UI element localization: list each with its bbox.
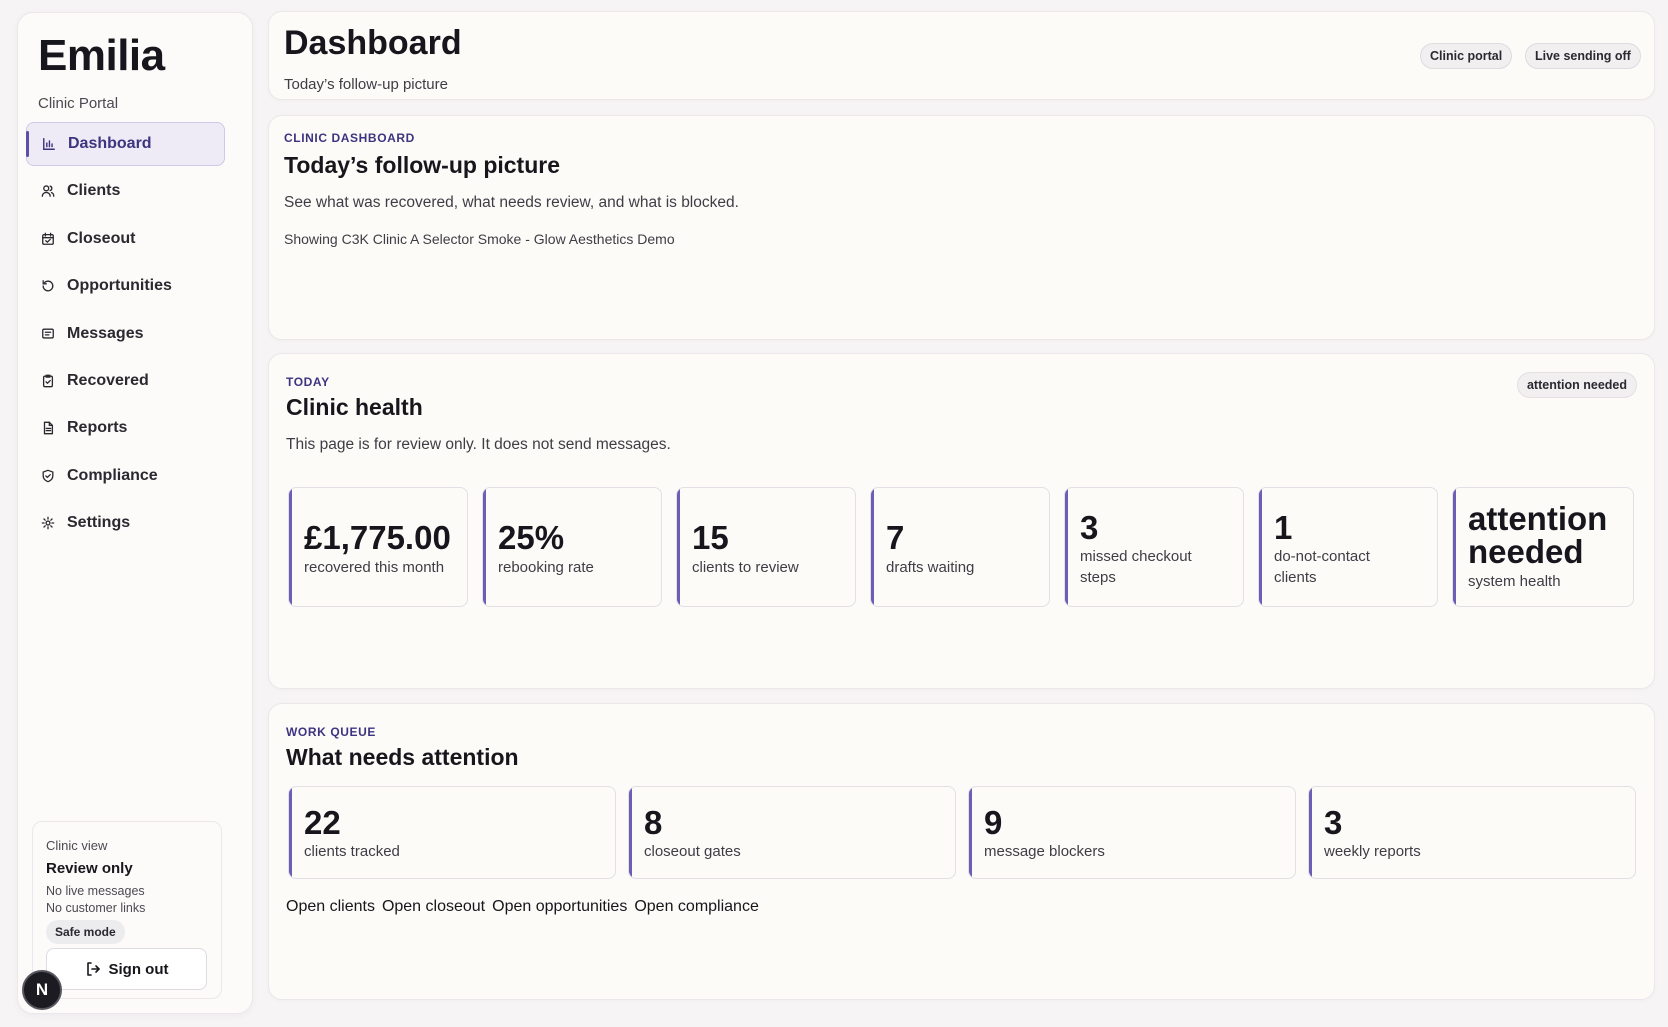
clinic-view-card: Clinic view Review only No live messages… bbox=[32, 821, 222, 999]
brand-name: Emilia bbox=[38, 31, 165, 80]
sidebar-item-dashboard[interactable]: Dashboard bbox=[26, 122, 225, 166]
users-icon bbox=[41, 184, 55, 198]
live-sending-pill: Live sending off bbox=[1525, 43, 1641, 69]
health-eyebrow: TODAY bbox=[286, 375, 330, 389]
dashboard-hero: CLINIC DASHBOARD Today’s follow-up pictu… bbox=[268, 115, 1655, 340]
open-opportunities-link[interactable]: Open opportunities bbox=[492, 898, 628, 915]
page-subtitle: Today’s follow-up picture bbox=[284, 76, 448, 93]
metric-value: 22 bbox=[304, 804, 341, 841]
sidebar-item-opportunities[interactable]: Opportunities bbox=[26, 264, 225, 308]
sidebar-item-settings[interactable]: Settings bbox=[26, 501, 225, 545]
metric-card-rebooking: 25% rebooking rate bbox=[482, 487, 662, 607]
queue-title: What needs attention bbox=[286, 744, 519, 770]
clinic-health-section: TODAY Clinic health attention needed Thi… bbox=[268, 353, 1655, 689]
metric-card-clients-tracked: 22 clients tracked bbox=[288, 786, 616, 879]
clinic-view-note: No live messages bbox=[46, 884, 145, 898]
work-queue-section: WORK QUEUE What needs attention 22 clien… bbox=[268, 703, 1655, 1000]
metric-label: clients to review bbox=[692, 559, 799, 576]
metric-label: missed checkout steps bbox=[1080, 548, 1192, 586]
metric-label: system health bbox=[1468, 573, 1561, 590]
sidebar-nav: Dashboard Clients Closeout Opportunities bbox=[26, 122, 225, 549]
brand-subtitle: Clinic Portal bbox=[38, 95, 119, 112]
metric-label: weekly reports bbox=[1324, 843, 1421, 860]
sidebar-item-label: Reports bbox=[67, 419, 128, 437]
page-header: Dashboard Today’s follow-up picture Clin… bbox=[268, 11, 1655, 100]
clipboard-check-icon bbox=[41, 374, 55, 388]
sidebar-item-label: Clients bbox=[67, 182, 121, 200]
message-icon bbox=[41, 327, 55, 341]
sidebar-item-label: Messages bbox=[67, 324, 144, 342]
sign-out-icon bbox=[86, 962, 100, 976]
sidebar: Emilia Clinic Portal Dashboard Clients C… bbox=[17, 12, 253, 1014]
clinic-view-label: Clinic view bbox=[46, 838, 108, 853]
clinic-view-note: No customer links bbox=[46, 901, 146, 915]
sidebar-item-clients[interactable]: Clients bbox=[26, 169, 225, 213]
open-clients-link[interactable]: Open clients bbox=[286, 898, 375, 915]
hero-title: Today’s follow-up picture bbox=[284, 152, 560, 178]
refresh-icon bbox=[41, 279, 55, 293]
metric-card-system-health: attention needed system health bbox=[1452, 487, 1634, 607]
sidebar-item-label: Settings bbox=[67, 514, 131, 532]
safe-mode-badge: Safe mode bbox=[46, 920, 125, 944]
metric-card-missed-checkout: 3 missed checkout steps bbox=[1064, 487, 1244, 607]
metric-card-weekly-reports: 3 weekly reports bbox=[1308, 786, 1636, 879]
sidebar-item-label: Dashboard bbox=[68, 135, 152, 152]
metric-value: 3 bbox=[1324, 804, 1343, 841]
calendar-icon bbox=[41, 232, 55, 246]
metric-card-message-blockers: 9 message blockers bbox=[968, 786, 1296, 879]
metric-label: rebooking rate bbox=[498, 559, 594, 576]
sidebar-item-messages[interactable]: Messages bbox=[26, 312, 225, 356]
health-title: Clinic health bbox=[286, 394, 423, 420]
metric-label: drafts waiting bbox=[886, 559, 975, 576]
metric-value: 7 bbox=[886, 519, 905, 556]
sidebar-item-label: Recovered bbox=[67, 371, 149, 389]
clinic-portal-pill: Clinic portal bbox=[1420, 43, 1513, 69]
sign-out-label: Sign out bbox=[108, 960, 169, 978]
queue-links: Open clients Open closeout Open opportun… bbox=[286, 898, 759, 916]
shield-icon bbox=[41, 469, 55, 483]
sidebar-item-reports[interactable]: Reports bbox=[26, 406, 225, 450]
gear-icon bbox=[41, 516, 55, 530]
hero-eyebrow: CLINIC DASHBOARD bbox=[284, 131, 415, 145]
sign-out-button[interactable]: Sign out bbox=[46, 948, 207, 990]
page-title: Dashboard bbox=[284, 24, 462, 62]
sidebar-item-label: Opportunities bbox=[67, 277, 172, 295]
sidebar-item-label: Closeout bbox=[67, 229, 136, 247]
metric-label: do-not-contact clients bbox=[1274, 548, 1370, 586]
sidebar-item-label: Compliance bbox=[67, 466, 158, 484]
metric-label: closeout gates bbox=[644, 843, 741, 860]
avatar[interactable]: N bbox=[22, 970, 62, 1010]
metric-card-closeout-gates: 8 closeout gates bbox=[628, 786, 956, 879]
open-compliance-link[interactable]: Open compliance bbox=[634, 898, 759, 915]
metric-card-recovered: £1,775.00 recovered this month bbox=[288, 487, 468, 607]
metric-value: £1,775.00 bbox=[304, 519, 451, 556]
metric-label: message blockers bbox=[984, 843, 1105, 860]
queue-eyebrow: WORK QUEUE bbox=[286, 725, 376, 739]
metric-card-drafts: 7 drafts waiting bbox=[870, 487, 1050, 607]
health-description: This page is for review only. It does no… bbox=[286, 436, 671, 453]
metric-label: clients tracked bbox=[304, 843, 400, 860]
metric-value: 15 bbox=[692, 519, 729, 556]
metric-value: 3 bbox=[1080, 509, 1099, 546]
metric-value: 25% bbox=[498, 519, 565, 556]
metric-label: recovered this month bbox=[304, 559, 445, 576]
metric-value: 1 bbox=[1274, 509, 1293, 546]
bar-chart-icon bbox=[42, 137, 56, 151]
sidebar-item-recovered[interactable]: Recovered bbox=[26, 359, 225, 403]
hero-description: See what was recovered, what needs revie… bbox=[284, 194, 739, 211]
metric-card-do-not-contact: 1 do-not-contact clients bbox=[1258, 487, 1438, 607]
metric-value: attention needed bbox=[1468, 500, 1608, 570]
metric-card-clients-review: 15 clients to review bbox=[676, 487, 856, 607]
status-badge: attention needed bbox=[1516, 372, 1637, 398]
sidebar-item-closeout[interactable]: Closeout bbox=[26, 217, 225, 261]
sidebar-item-compliance[interactable]: Compliance bbox=[26, 454, 225, 498]
metric-value: 8 bbox=[644, 804, 663, 841]
clinic-selector-text: Showing C3K Clinic A Selector Smoke - Gl… bbox=[284, 231, 675, 247]
open-closeout-link[interactable]: Open closeout bbox=[381, 898, 486, 915]
metric-value: 9 bbox=[984, 804, 1003, 841]
clinic-view-mode: Review only bbox=[46, 860, 133, 877]
document-icon bbox=[41, 421, 55, 435]
